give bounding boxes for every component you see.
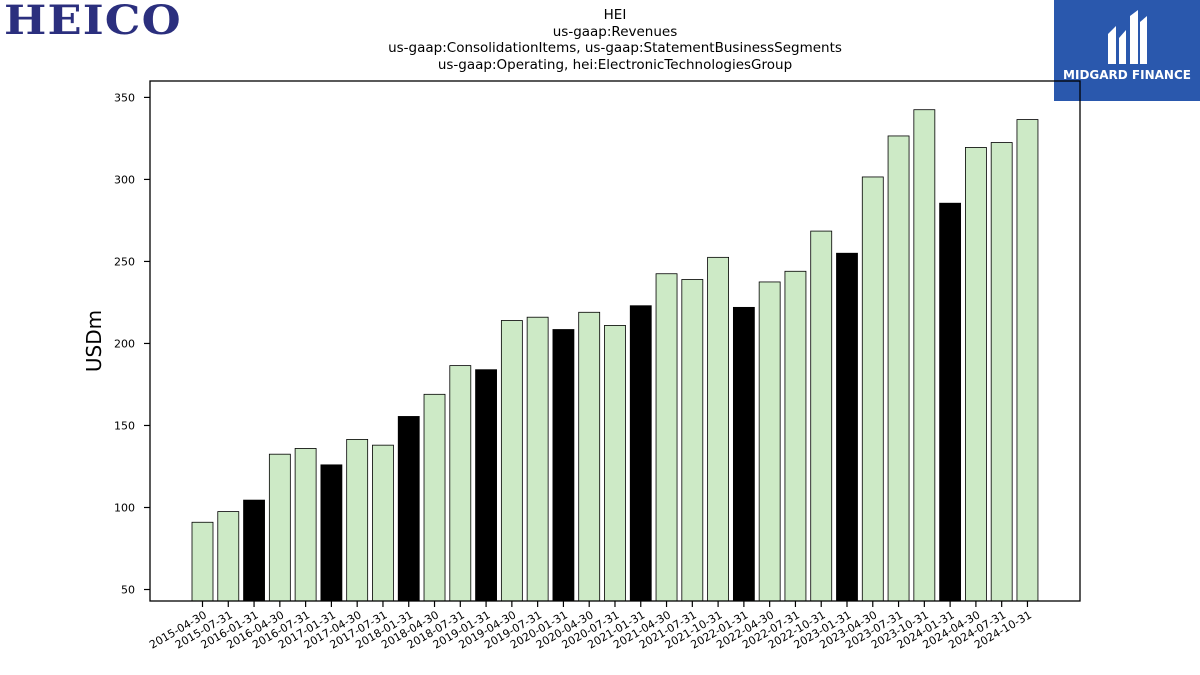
midgard-emblem-icon (1108, 10, 1147, 64)
bar-2015-04-30 (191, 521, 214, 602)
bar-2024-04-30 (965, 147, 987, 602)
y-axis: 50 100 150 200 250 300 350 (114, 91, 150, 597)
y-tick-label: 250 (114, 255, 135, 268)
plot-frame (149, 80, 1081, 602)
bar-2021-07-31 (681, 279, 704, 602)
chart-title: HEI us-gaap:Revenues us-gaap:Consolidati… (150, 7, 1080, 73)
bar-2020-04-30 (578, 311, 601, 602)
heico-logo: HEICO (4, 0, 208, 44)
y-tick-label: 150 (114, 419, 135, 432)
bar-2019-01-31 (475, 369, 497, 602)
bar-2020-07-31 (604, 325, 626, 602)
bar-2018-07-31 (449, 365, 472, 602)
bar-2016-07-31 (294, 448, 317, 602)
bar-2024-10-31 (1016, 119, 1039, 602)
bar-2023-04-30 (861, 176, 884, 602)
bar-2023-07-31 (887, 135, 910, 602)
y-axis-title: USDm (82, 310, 106, 372)
bar-2017-01-31 (320, 464, 343, 602)
bar-2017-07-31 (372, 444, 394, 602)
bar-2021-04-30 (655, 273, 678, 602)
bar-2021-01-31 (629, 305, 652, 602)
midgard-brand-text: MIDGARD FINANCE (1063, 68, 1191, 82)
bar-2023-01-31 (836, 252, 858, 602)
x-axis: 2015-04-302015-07-312016-01-312016-04-30… (147, 601, 1034, 652)
bars-group (191, 109, 1039, 602)
y-tick-label: 350 (114, 91, 135, 104)
bar-2022-10-31 (810, 230, 833, 602)
bar-2022-07-31 (784, 270, 807, 602)
bar-2018-01-31 (397, 416, 420, 602)
chart-title-line-2: us-gaap:Revenues (552, 23, 678, 40)
bar-2019-04-30 (500, 320, 523, 602)
bar-2016-04-30 (268, 453, 291, 602)
y-tick-label: 50 (121, 584, 135, 597)
bar-2020-01-31 (552, 329, 575, 602)
bar-2022-01-31 (732, 306, 755, 602)
bar-2022-04-30 (758, 281, 781, 602)
heico-wordmark: HEICO (4, 0, 182, 44)
bar-2018-04-30 (423, 393, 446, 602)
bar-2019-07-31 (526, 316, 549, 602)
bar-2017-04-30 (346, 439, 369, 602)
chart-title-line-3: us-gaap:ConsolidationItems, us-gaap:Stat… (388, 40, 842, 56)
midgard-finance-logo: MIDGARD FINANCE (1054, 0, 1200, 101)
bar-2023-10-31 (913, 109, 936, 602)
bar-2024-01-31 (939, 202, 962, 602)
bar-2021-10-31 (707, 256, 729, 602)
bar-2015-07-31 (217, 511, 240, 602)
y-tick-label: 100 (114, 501, 135, 514)
bar-2024-07-31 (990, 142, 1013, 602)
y-tick-label: 200 (114, 337, 135, 350)
y-tick-label: 300 (114, 173, 135, 186)
chart-title-line-1: HEI (603, 7, 627, 23)
bar-2016-01-31 (243, 499, 265, 602)
chart-title-line-4: us-gaap:Operating, hei:ElectronicTechnol… (437, 56, 793, 73)
